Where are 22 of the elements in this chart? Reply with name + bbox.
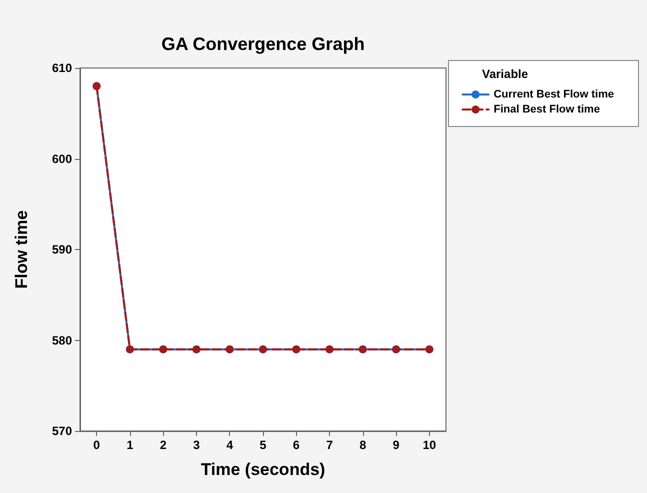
x-tick-label: 1 <box>126 438 134 452</box>
chart-title: GA Convergence Graph <box>161 34 365 54</box>
y-tick-label: 610 <box>52 61 72 75</box>
x-tick-label: 2 <box>160 438 167 452</box>
y-tick-label: 600 <box>52 152 72 166</box>
legend-title: Variable <box>482 67 528 81</box>
y-axis-title: Flow time <box>12 210 31 289</box>
x-tick-label: 10 <box>422 438 436 452</box>
legend-label: Final Best Flow time <box>494 104 600 116</box>
x-tick-label: 4 <box>226 438 234 452</box>
x-tick-label: 5 <box>260 438 267 452</box>
x-axis-title: Time (seconds) <box>200 460 326 479</box>
x-tick-label: 7 <box>326 438 334 452</box>
y-tick-label: 590 <box>52 242 72 256</box>
x-tick-label: 0 <box>93 438 100 452</box>
y-tick-label: 580 <box>52 333 72 348</box>
legend-label: Current Best Flow time <box>494 88 614 100</box>
x-tick-label: 6 <box>292 438 300 452</box>
x-tick-label: 3 <box>193 438 200 452</box>
x-tick-label: 8 <box>359 438 366 452</box>
x-tick-label: 9 <box>392 438 400 452</box>
y-tick-label: 570 <box>52 424 72 438</box>
